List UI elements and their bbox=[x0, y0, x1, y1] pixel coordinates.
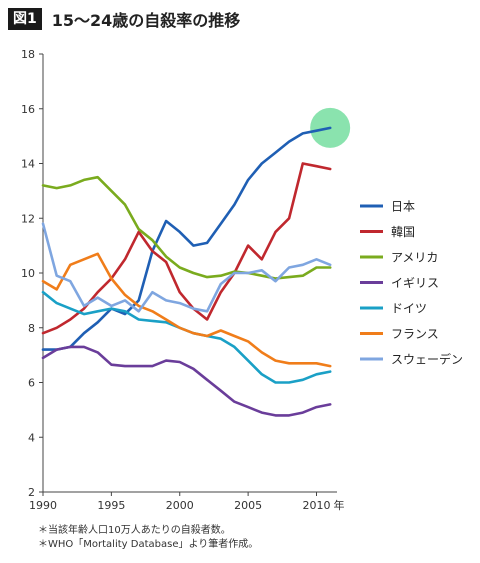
x-tick-label: 2005 bbox=[234, 499, 262, 512]
chart-header: 図1 15〜24歳の自殺率の推移 bbox=[8, 6, 240, 32]
y-tick-label: 2 bbox=[28, 486, 35, 499]
x-unit-label: 年 bbox=[333, 498, 344, 512]
y-tick-label: 10 bbox=[21, 267, 35, 280]
y-tick-label: 18 bbox=[21, 48, 35, 61]
series-line bbox=[41, 252, 332, 368]
series-line bbox=[41, 175, 332, 280]
legend-label: スウェーデン bbox=[391, 352, 463, 367]
x-tick-label: 2010 bbox=[302, 499, 330, 512]
y-tick-label: 16 bbox=[21, 103, 35, 116]
series-line bbox=[41, 126, 332, 351]
series-line bbox=[41, 162, 332, 335]
x-tick-label: 1995 bbox=[97, 499, 125, 512]
legend-label: フランス bbox=[391, 327, 439, 341]
series-line bbox=[41, 222, 332, 313]
y-tick-label: 14 bbox=[21, 158, 35, 171]
legend-label: アメリカ bbox=[391, 251, 438, 265]
footnote: ＊WHO「Mortality Database」より筆者作成。 bbox=[38, 539, 259, 550]
y-tick-label: 8 bbox=[28, 322, 35, 335]
series-line bbox=[41, 345, 332, 417]
figure-badge: 図1 bbox=[8, 8, 42, 30]
legend-label: 日本 bbox=[391, 200, 415, 214]
legend-label: イギリス bbox=[391, 276, 439, 290]
footnotes: ＊当該年齢人口10万人あたりの自殺者数。 ＊WHO「Mortality Data… bbox=[38, 524, 258, 552]
legend-label: ドイツ bbox=[391, 302, 427, 316]
y-tick-label: 4 bbox=[28, 431, 35, 444]
x-tick-label: 2000 bbox=[166, 499, 194, 512]
chart-title: 15〜24歳の自殺率の推移 bbox=[51, 11, 241, 30]
x-tick-label: 1990 bbox=[29, 499, 57, 512]
legend-label: 韓国 bbox=[391, 225, 415, 239]
footnote: ＊当該年齢人口10万人あたりの自殺者数。 bbox=[38, 525, 231, 536]
y-tick-label: 12 bbox=[21, 212, 35, 225]
y-tick-label: 6 bbox=[28, 377, 35, 390]
